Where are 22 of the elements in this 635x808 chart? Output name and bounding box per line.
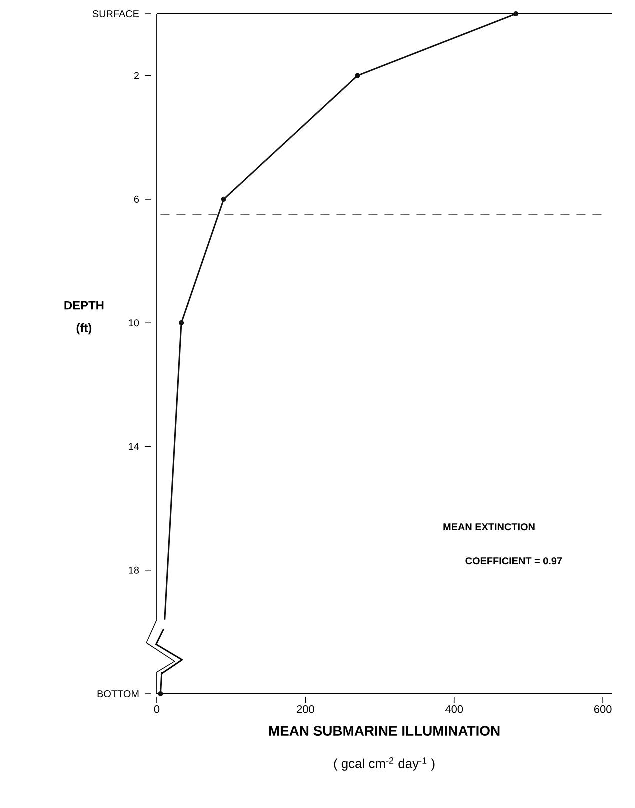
point [178, 320, 184, 326]
text: ( gcal cm$^{-2}$ day$^{-1}$ ) [334, 758, 435, 771]
point [355, 73, 360, 78]
y-tick-label: SURFACE [92, 10, 140, 18]
y-tick-label: 6 [134, 196, 140, 203]
x-tick-label: 0 [154, 706, 160, 714]
y-tick-label: 2 [134, 72, 139, 80]
annotation: MEAN EXTINCTION [444, 524, 535, 531]
text: (ft) [76, 324, 92, 335]
x-tick-label: 400 [445, 706, 464, 714]
point [221, 196, 226, 202]
x-tick-label: 200 [297, 706, 314, 714]
annotation: COEFFICIENT = 0.97 [466, 558, 562, 565]
x-tick-label: 600 [594, 706, 612, 714]
y-tick-label: 18 [129, 566, 140, 574]
x-axis-title: MEAN SUBMARINE ILLUMINATION [269, 726, 500, 736]
y-tick-label: BOTTOM [98, 690, 139, 698]
y-tick-label: 10 [129, 320, 140, 327]
point [514, 11, 519, 17]
y-axis-title: DEPTH [64, 301, 104, 310]
point [158, 691, 164, 697]
y-tick-label: 14 [129, 443, 140, 450]
